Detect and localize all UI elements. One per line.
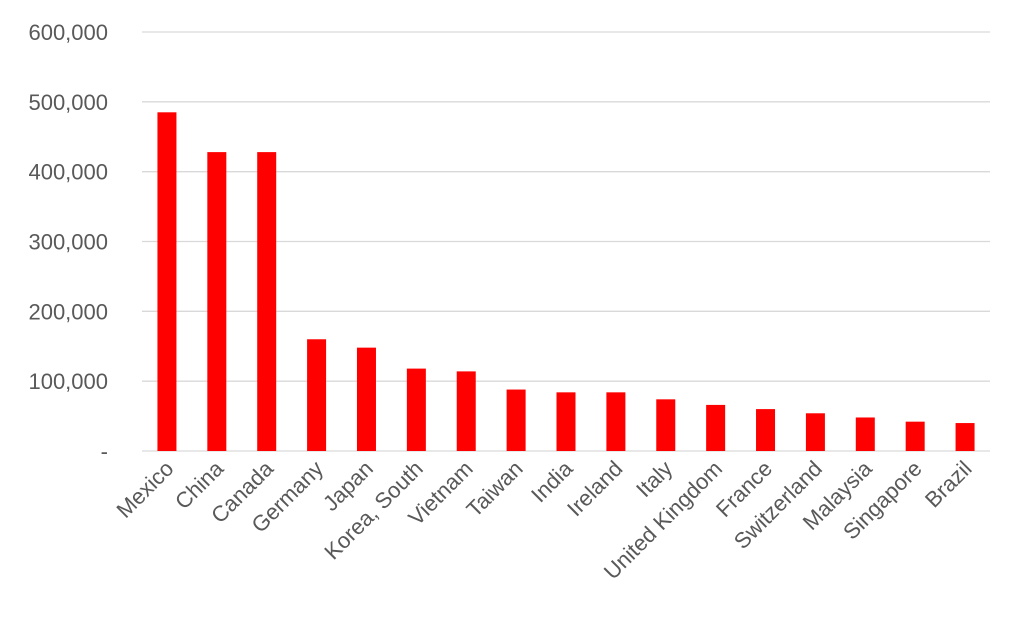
- bar-india: [556, 392, 576, 451]
- bar-germany: [307, 339, 327, 451]
- gridlines: [142, 31, 990, 452]
- y-tick-label: -: [101, 439, 108, 464]
- bar-brazil: [955, 423, 975, 451]
- bar-vietnam: [456, 371, 476, 451]
- x-category-label: Brazil: [920, 456, 977, 513]
- y-tick-label: 600,000: [28, 20, 108, 45]
- bar-ireland: [606, 392, 626, 451]
- y-tick-label: 200,000: [28, 299, 108, 324]
- bars: [157, 112, 975, 451]
- bar-china: [207, 152, 227, 451]
- x-category-label: Ireland: [562, 456, 627, 521]
- bar-singapore: [905, 421, 925, 451]
- bar-united-kingdom: [706, 404, 726, 451]
- y-axis-tick-labels: - 100,000 200,000 300,000 400,000 500,000 600,…: [28, 20, 108, 464]
- y-tick-label: 300,000: [28, 230, 108, 255]
- bar-taiwan: [506, 389, 526, 451]
- bar-mexico: [157, 112, 177, 451]
- bar-switzerland: [805, 413, 825, 451]
- y-tick-label: 100,000: [28, 369, 108, 394]
- x-category-label: Taiwan: [462, 456, 528, 522]
- y-tick-label: 400,000: [28, 160, 108, 185]
- bar-france: [756, 409, 776, 451]
- y-tick-label: 500,000: [28, 90, 108, 115]
- bar-canada: [257, 152, 277, 451]
- bar-italy: [656, 399, 676, 451]
- bar-korea-south: [406, 368, 426, 451]
- x-category-label: Mexico: [112, 456, 179, 523]
- bar-japan: [356, 347, 376, 451]
- bar-malaysia: [855, 417, 875, 451]
